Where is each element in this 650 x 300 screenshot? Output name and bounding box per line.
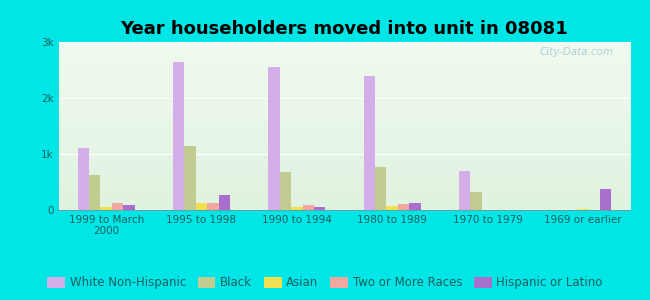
Bar [218,195,230,210]
Bar [577,209,588,210]
Bar [101,207,112,210]
Bar [268,67,280,210]
Bar [314,207,326,210]
Bar [398,204,410,210]
Bar [185,146,196,210]
Bar [375,167,387,210]
Bar [302,205,314,210]
Bar [173,61,185,210]
Legend: White Non-Hispanic, Black, Asian, Two or More Races, Hispanic or Latino: White Non-Hispanic, Black, Asian, Two or… [42,272,608,294]
Bar [196,203,207,210]
Bar [280,172,291,210]
Bar [89,175,101,210]
Bar [410,203,421,210]
Bar [112,203,124,210]
Bar [291,207,302,210]
Bar [387,206,398,210]
Bar [77,148,89,210]
Bar [600,189,612,210]
Bar [363,76,375,210]
Bar [207,203,218,210]
Bar [471,191,482,210]
Bar [459,171,471,210]
Text: City-Data.com: City-Data.com [540,47,614,57]
Title: Year householders moved into unit in 08081: Year householders moved into unit in 080… [121,20,568,38]
Bar [124,205,135,210]
